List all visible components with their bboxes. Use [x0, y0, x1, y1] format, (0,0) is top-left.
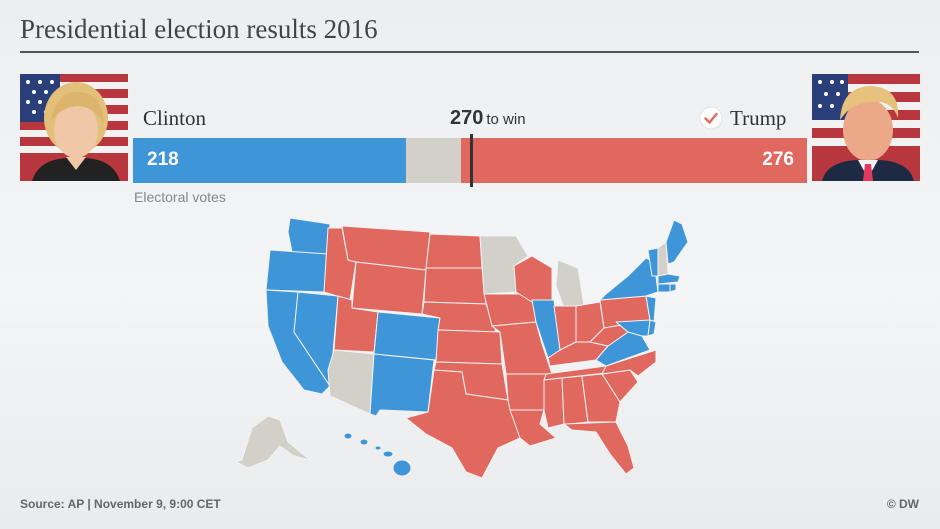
threshold-label: to win: [486, 111, 526, 128]
state-georgia: [581, 373, 621, 423]
source-note: Source: AP | November 9, 9:00 CET: [20, 497, 221, 511]
state-massachusetts: [657, 273, 681, 285]
trump-votes: 276: [762, 149, 794, 170]
state-hawaii: [343, 432, 412, 477]
state-north-carolina: [601, 349, 657, 377]
state-rhode-island: [669, 283, 677, 293]
state-florida: [563, 421, 635, 475]
state-new-mexico: [369, 353, 435, 417]
state-maine: [665, 219, 689, 265]
trump-portrait: [812, 74, 920, 181]
electoral-votes-label: Electoral votes: [134, 189, 226, 205]
threshold-marker: [470, 134, 474, 187]
state-michigan: [555, 259, 585, 309]
state-arizona: [327, 349, 375, 415]
state-north-dakota: [425, 233, 483, 269]
title-divider: [20, 51, 919, 53]
state-delaware: [647, 319, 657, 337]
page-title: Presidential election results 2016: [20, 14, 378, 44]
clinton-votes: 218: [147, 149, 179, 170]
state-washington: [287, 217, 331, 255]
threshold-number: 270: [450, 107, 484, 129]
state-alaska: [235, 415, 311, 469]
state-texas: [405, 369, 521, 479]
bar-segment-clinton: [133, 138, 407, 183]
bar-segment-trump: [461, 138, 807, 183]
clinton-name: Clinton: [143, 106, 207, 130]
state-oregon: [265, 249, 329, 293]
state-connecticut: [657, 283, 671, 293]
trump-name: Trump: [730, 106, 787, 130]
us-election-map: [235, 217, 689, 479]
check-icon: [699, 106, 723, 130]
state-maryland: [615, 319, 651, 337]
state-kansas: [435, 329, 503, 365]
win-threshold: 270 to win: [450, 107, 526, 130]
state-mississippi: [543, 377, 565, 429]
state-south-dakota: [423, 267, 487, 305]
state-new-york: [599, 257, 659, 301]
state-arkansas: [505, 373, 547, 411]
state-colorado: [373, 311, 441, 361]
state-wyoming: [351, 261, 427, 315]
copyright-credit: © DW: [886, 497, 919, 511]
electoral-vote-bar: 218 276: [133, 134, 807, 187]
clinton-portrait: [20, 74, 128, 181]
